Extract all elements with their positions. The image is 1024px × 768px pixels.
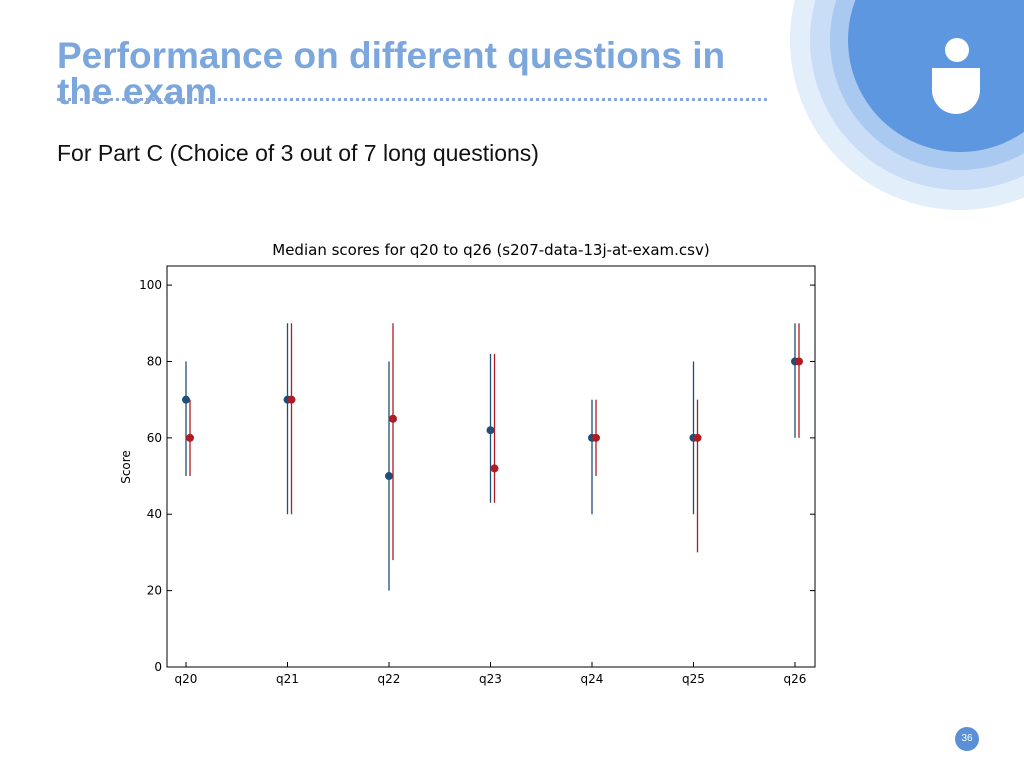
median-point bbox=[186, 433, 194, 442]
x-tick-label: q21 bbox=[276, 672, 299, 686]
x-tick-label: q24 bbox=[581, 672, 604, 686]
chart-title: Median scores for q20 to q26 (s207-data-… bbox=[272, 241, 709, 259]
y-tick-label: 100 bbox=[139, 278, 162, 292]
median-point bbox=[385, 472, 393, 481]
page-number: 36 bbox=[955, 727, 979, 751]
median-point bbox=[490, 464, 499, 473]
x-tick-label: q22 bbox=[378, 672, 401, 686]
y-tick-label: 20 bbox=[147, 584, 162, 598]
median-point bbox=[693, 433, 702, 442]
title-rule bbox=[57, 98, 767, 101]
y-tick-label: 0 bbox=[154, 660, 162, 674]
y-axis-label: Score bbox=[119, 450, 133, 484]
y-tick-label: 40 bbox=[147, 507, 162, 521]
median-point bbox=[389, 414, 397, 423]
slide-subtitle: For Part C (Choice of 3 out of 7 long qu… bbox=[57, 140, 539, 166]
median-point bbox=[287, 395, 296, 404]
slide-title: Performance on different questions in th… bbox=[57, 35, 726, 112]
y-tick-label: 60 bbox=[147, 431, 162, 445]
y-tick-label: 80 bbox=[147, 354, 162, 368]
median-point bbox=[486, 426, 495, 435]
x-tick-label: q25 bbox=[682, 672, 705, 686]
x-tick-label: q26 bbox=[784, 672, 807, 686]
median-point bbox=[592, 433, 600, 442]
median-point bbox=[182, 395, 190, 404]
median-point bbox=[795, 357, 803, 366]
x-tick-label: q23 bbox=[479, 672, 502, 686]
x-tick-label: q20 bbox=[175, 672, 198, 686]
